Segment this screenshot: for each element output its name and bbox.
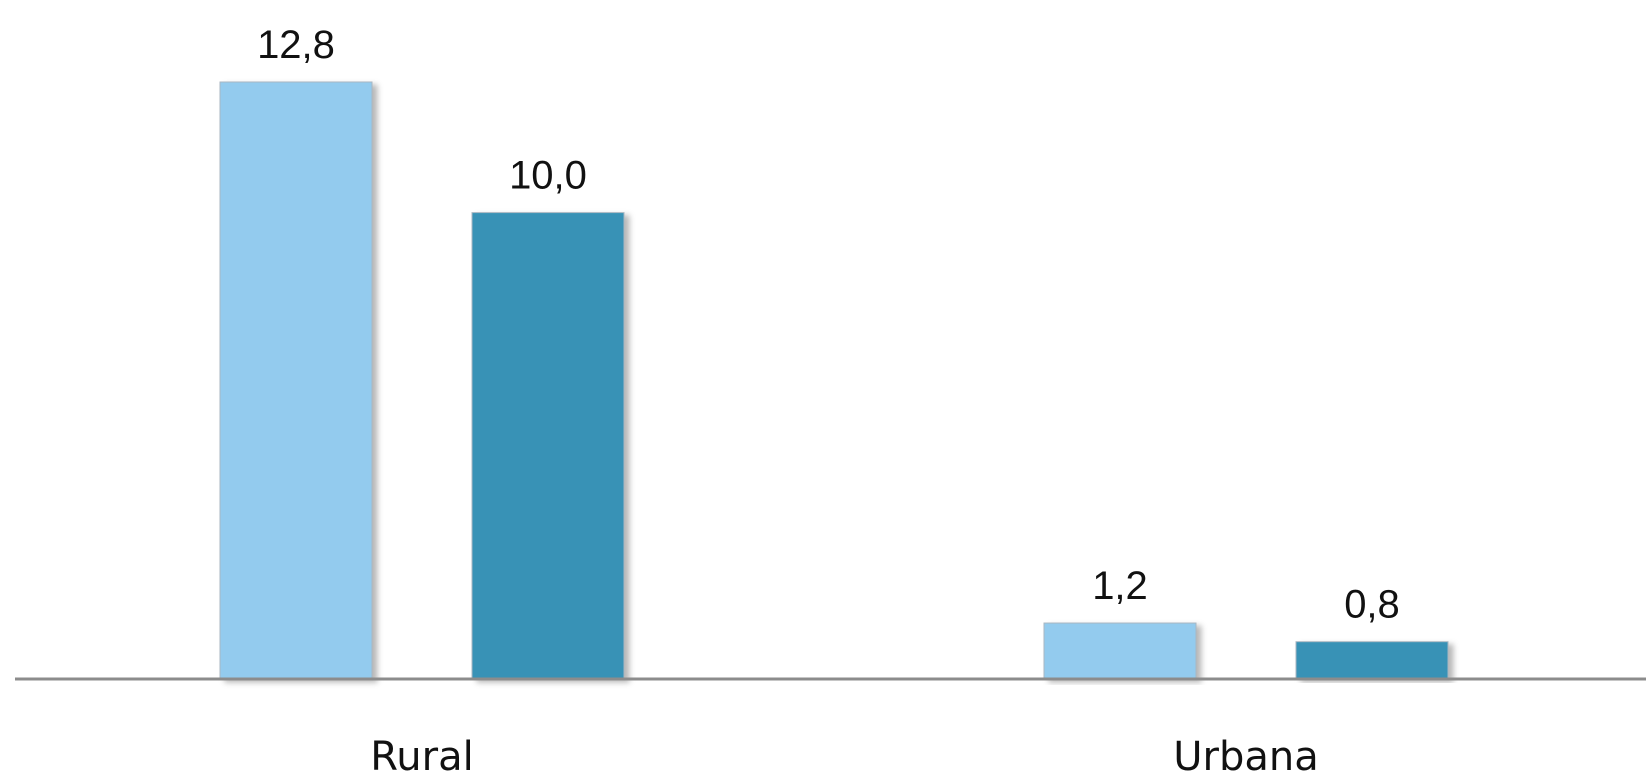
bar-rural-series-1 (219, 81, 373, 680)
data-label-rural-series-1: 12,8 (257, 23, 335, 67)
category-label-urbana: Urbana (1173, 734, 1319, 773)
bar-urbana-series-2 (1295, 641, 1449, 680)
category-label-rural: Rural (370, 734, 473, 773)
category-labels-group: Rural Urbana (370, 734, 1318, 773)
data-label-urbana-series-1: 1,2 (1092, 564, 1148, 608)
bar-rural-series-2 (471, 212, 625, 680)
data-label-rural-series-2: 10,0 (509, 154, 587, 198)
data-label-urbana-series-2: 0,8 (1344, 583, 1400, 627)
value-labels-group: 12,8 10,0 1,2 0,8 (257, 23, 1400, 627)
bars-group (219, 81, 1449, 680)
bar-urbana-series-1 (1043, 622, 1197, 680)
